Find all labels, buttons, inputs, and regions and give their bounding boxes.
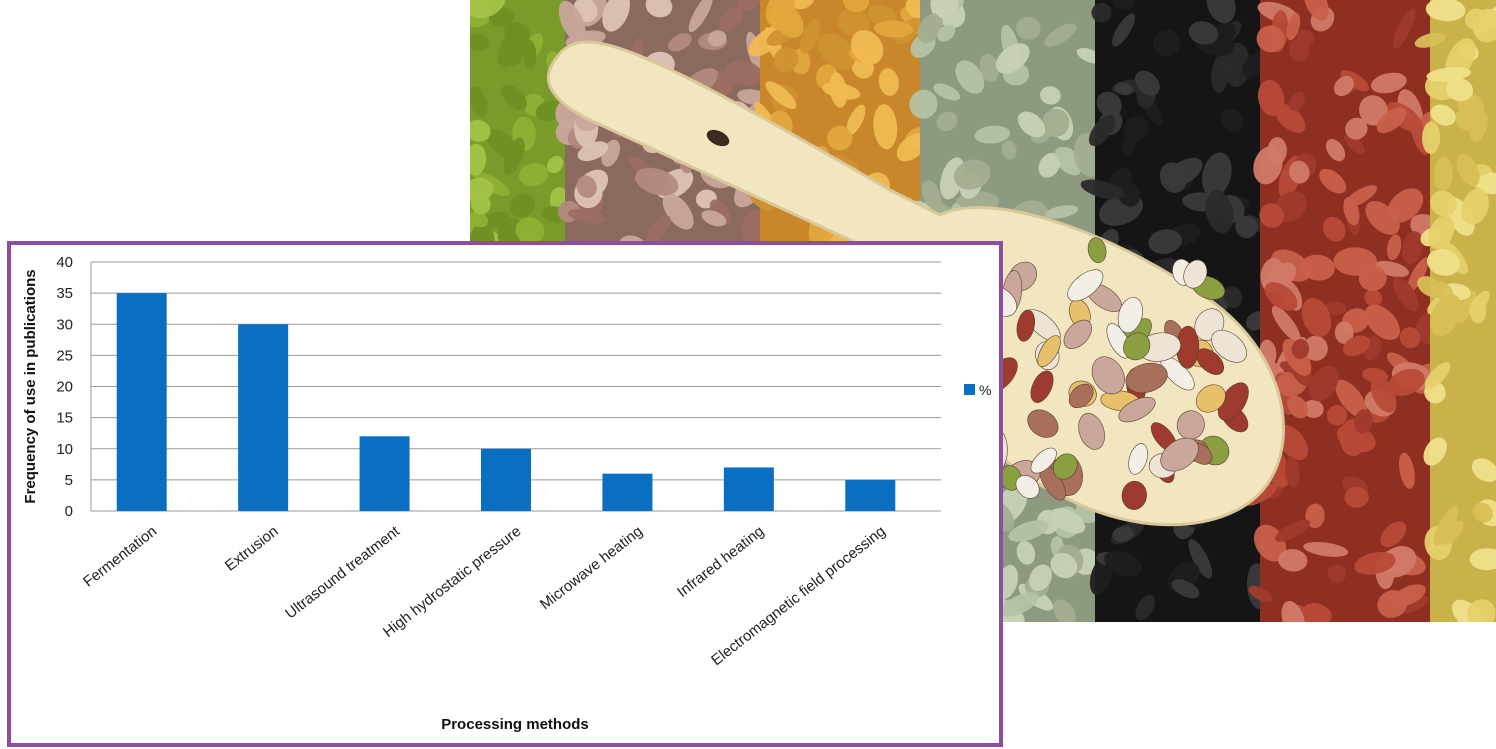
y-tick-label: 40	[56, 254, 73, 271]
y-tick-label: 25	[56, 347, 73, 364]
bar-extrusion	[238, 324, 289, 511]
x-tick-label: High hydrostatic pressure	[380, 523, 524, 641]
legend: %	[964, 382, 991, 398]
y-tick-label: 30	[56, 316, 73, 333]
x-axis-title: Processing methods	[441, 716, 589, 733]
y-tick-label: 5	[65, 472, 73, 489]
bar-ultrasound-treatment	[359, 436, 410, 511]
bars	[116, 293, 896, 511]
y-tick-label: 35	[56, 285, 73, 302]
legend-swatch	[964, 384, 975, 395]
x-tick-label: Infrared heating	[674, 523, 767, 601]
x-tick-label: Fermentation	[80, 523, 160, 591]
y-tick-label: 0	[65, 503, 73, 520]
chart-frame: 0 5 10 15 20 25 30 35 40 Fermentation Extrusion Ul…	[7, 241, 1003, 747]
x-tick-labels: Fermentation Extrusion Ultrasound treatmen…	[80, 522, 889, 669]
bar-chart: 0 5 10 15 20 25 30 35 40 Fermentation Extrusion Ul…	[22, 254, 991, 733]
x-tick-label: Extrusion	[222, 523, 282, 575]
bar-high-hydrostatic-pressure	[481, 448, 531, 511]
x-tick-label: Microwave heating	[537, 523, 646, 613]
x-tick-label: Ultrasound treatment	[282, 522, 403, 622]
bar-microwave-heating	[602, 473, 653, 511]
y-axis-title: Frequency of use in publications	[22, 269, 39, 503]
y-tick-labels: 0 5 10 15 20 25 30 35 40	[56, 254, 73, 520]
bar-fermentation	[116, 293, 167, 511]
y-tick-label: 15	[56, 410, 73, 427]
y-tick-label: 20	[56, 379, 73, 396]
bar-electromagnetic-field-processing	[845, 479, 896, 511]
legend-label: %	[979, 382, 991, 398]
bar-infrared-heating	[723, 467, 774, 511]
y-tick-label: 10	[56, 441, 73, 458]
